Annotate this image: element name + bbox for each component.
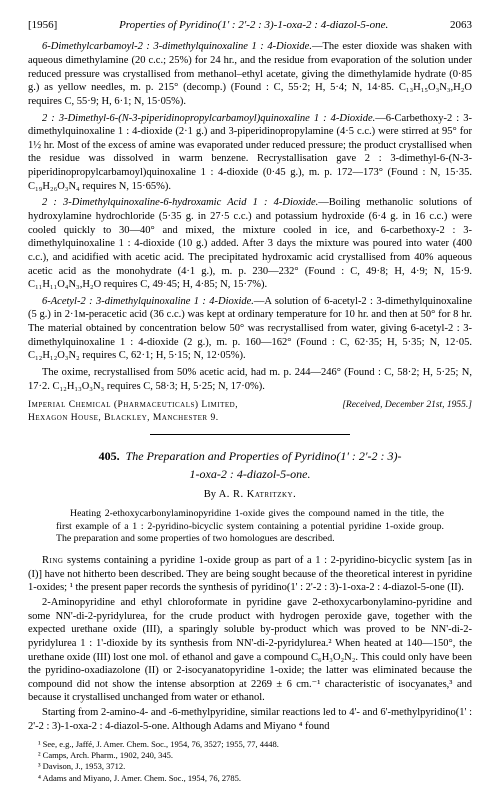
author-by: By bbox=[204, 489, 219, 500]
leading-word: Ring bbox=[42, 555, 63, 566]
section-body: —Boiling methanolic solutions of hydroxy… bbox=[28, 197, 472, 290]
footnotes: ¹ See, e.g., Jaffé, J. Amer. Chem. Soc.,… bbox=[28, 739, 472, 783]
body-paragraph: Starting from 2-amino-4- and -6-methylpy… bbox=[28, 706, 472, 733]
article-title-line2: 1-oxa-2 : 4-diazol-5-one. bbox=[28, 467, 472, 483]
footnote: ¹ See, e.g., Jaffé, J. Amer. Chem. Soc.,… bbox=[28, 739, 472, 750]
footnote: ² Camps, Arch. Pharm., 1902, 240, 345. bbox=[28, 750, 472, 761]
article-number: 405. bbox=[99, 449, 120, 463]
section-heading: 2 : 3-Dimethyl-6-(N-3-piperidinopropylca… bbox=[42, 113, 375, 124]
body-paragraph: 2-Aminopyridine and ethyl chloroformate … bbox=[28, 596, 472, 705]
footnote: ³ Davison, J., 1953, 3712. bbox=[28, 761, 472, 772]
article-title: 405. The Preparation and Properties of P… bbox=[28, 449, 472, 465]
section-paragraph: 6-Dimethylcarbamoyl-2 : 3-dimethylquinox… bbox=[28, 40, 472, 108]
affil-line1: Imperial Chemical (Pharmaceuticals) Limi… bbox=[28, 399, 238, 411]
section-paragraph: 2 : 3-Dimethylquinoxaline-6-hydroxamic A… bbox=[28, 196, 472, 291]
section-body: —6-Carbethoxy-2 : 3-dimethylquinoxaline … bbox=[28, 113, 472, 192]
affiliation-left: Imperial Chemical (Pharmaceuticals) Limi… bbox=[28, 399, 238, 424]
body-rest: systems containing a pyridine 1-oxide gr… bbox=[28, 555, 472, 593]
section-body: The oxime, recrystallised from 50% aceti… bbox=[28, 367, 472, 392]
footnote: ⁴ Adams and Miyano, J. Amer. Chem. Soc.,… bbox=[28, 773, 472, 784]
divider-rule bbox=[150, 434, 350, 435]
header-year: [1956] bbox=[28, 18, 57, 32]
affil-line2: Hexagon House, Blackley, Manchester 9. bbox=[28, 412, 238, 424]
section-heading: 6-Acetyl-2 : 3-dimethylquinoxaline 1 : 4… bbox=[42, 296, 254, 307]
author-line: By A. R. Katritzky. bbox=[28, 488, 472, 502]
section-paragraph: The oxime, recrystallised from 50% aceti… bbox=[28, 366, 472, 393]
header-title: Properties of Pyridino(1' : 2'-2 : 3)-1-… bbox=[119, 18, 388, 32]
section-heading: 2 : 3-Dimethylquinoxaline-6-hydroxamic A… bbox=[42, 197, 318, 208]
affiliation-block: Imperial Chemical (Pharmaceuticals) Limi… bbox=[28, 399, 472, 424]
author-name: A. R. Katritzky. bbox=[219, 489, 297, 500]
body-paragraph: Ring systems containing a pyridine 1-oxi… bbox=[28, 554, 472, 595]
section-heading: 6-Dimethylcarbamoyl-2 : 3-dimethylquinox… bbox=[42, 41, 312, 52]
header-page: 2063 bbox=[450, 18, 472, 32]
sections: 6-Dimethylcarbamoyl-2 : 3-dimethylquinox… bbox=[28, 40, 472, 393]
abstract: Heating 2-ethoxycarbonylaminopyridine 1-… bbox=[56, 508, 444, 546]
body-text: Ring systems containing a pyridine 1-oxi… bbox=[28, 554, 472, 733]
section-paragraph: 2 : 3-Dimethyl-6-(N-3-piperidinopropylca… bbox=[28, 112, 472, 194]
running-header: [1956] Properties of Pyridino(1' : 2'-2 … bbox=[28, 18, 472, 32]
article-title-line1: The Preparation and Properties of Pyridi… bbox=[126, 449, 402, 463]
affiliation-date: [Received, December 21st, 1955.] bbox=[342, 399, 472, 424]
section-paragraph: 6-Acetyl-2 : 3-dimethylquinoxaline 1 : 4… bbox=[28, 295, 472, 363]
